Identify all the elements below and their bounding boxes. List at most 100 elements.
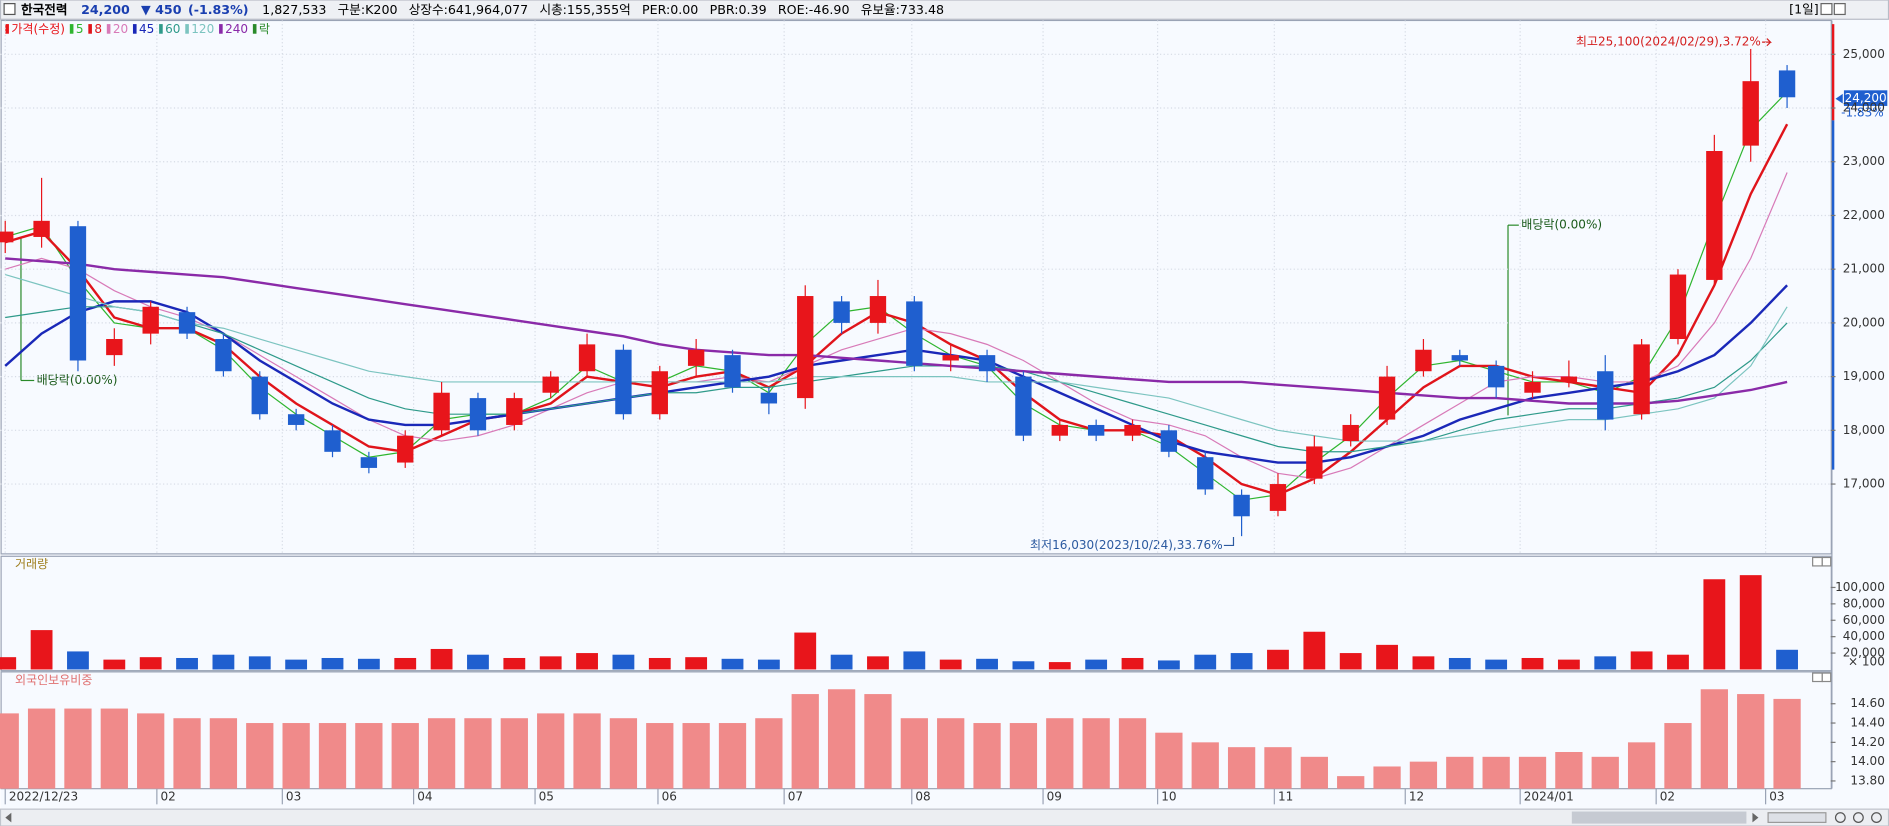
foreign-ownership-bar [282,723,310,789]
foreign-ownership-bar [1664,723,1692,789]
candle-body [906,301,923,366]
x-tick-label: 03 [286,790,301,804]
low-annotation: 최저16,030(2023/10/24),33.76% [1030,538,1223,552]
candle-body [1633,344,1650,415]
panel-minimize[interactable] [1812,672,1823,683]
foreign-ownership-bar [1118,718,1147,789]
dividend-annotation: 배당락(0.00%) [37,373,118,387]
window-close[interactable] [1833,3,1846,16]
legend-swatch [106,24,111,34]
legend-swatch [5,24,9,34]
y-tick-label: 17,000 [1843,477,1885,491]
panel-title: 외국인보유비중 [15,673,92,687]
y-tick-label: 60,000 [1843,613,1885,627]
candle-body [1597,371,1614,420]
x-tick-label: 10 [1161,790,1176,804]
window-minimize[interactable] [1820,3,1833,16]
volume-bar [830,654,853,670]
volume-bar [357,658,380,670]
volume-bar [1194,654,1217,670]
x-tick-label: 07 [788,790,803,804]
volume-bar [1739,575,1762,670]
scroll-left[interactable] [5,812,12,823]
foreign-ownership-bar [355,723,383,789]
x-tick-label: 2024/01 [1524,790,1574,804]
candle-body [797,296,814,399]
volume-bar [248,656,271,670]
moving-average-line [4,284,1788,464]
panel-minimize[interactable] [1812,556,1823,567]
dividend-annotation: 배당락(0.00%) [1521,218,1602,232]
candle-body [69,226,87,361]
candle-body [469,398,487,431]
y-tick-label: 14.20 [1850,735,1884,749]
foreign-ownership-bar [464,718,492,789]
foreign-ownership-bar [1082,718,1110,789]
legend-swatch [88,24,92,34]
candle-body [1378,376,1396,420]
foreign-ownership-bar [1300,756,1328,789]
foreign-ownership-bar [137,713,165,789]
zoom-slider[interactable] [1767,812,1827,823]
shares-info: 상장수:641,964,077 [409,2,528,17]
legend-label: 120 [191,22,214,36]
stock-price: 24,200 [81,2,130,17]
price-tag-pct: -1.83% [1841,106,1884,120]
volume-bar [1267,649,1289,670]
candle-body [1015,376,1032,436]
scroll-thumb[interactable] [1571,811,1747,824]
foreign-ownership-bar [1518,756,1547,789]
candle-body [1124,424,1141,436]
volume-bar [321,657,344,670]
candle-body [942,355,959,361]
candle-body [1087,424,1105,436]
moving-average-line [5,306,1788,453]
header-checkbox[interactable] [3,3,16,16]
foreign-ownership-bar [391,723,419,789]
volume-bar [539,656,562,670]
volume-bar [285,659,308,670]
panel-close[interactable] [1821,672,1832,683]
candle-body [251,376,268,415]
panel-close[interactable] [1821,556,1832,567]
candle-body [542,376,559,393]
candle-body [1706,151,1723,280]
foreign-ownership-bar [173,718,201,789]
volume-bar [867,656,889,670]
legend-label: 240 [225,22,248,36]
zoom-out[interactable] [1834,812,1846,823]
volume-bar [1121,657,1144,670]
high-arrow [1762,38,1772,47]
x-tick-label: 09 [1047,790,1062,804]
candle-body [0,231,14,243]
y-tick-label: 22,000 [1843,208,1885,222]
foreign-ownership-bar [1046,718,1074,789]
zoom-reset[interactable] [1871,812,1882,823]
price-tag-label: 24,200 [1845,91,1887,105]
volume-bar [67,651,89,670]
price-change-pct: (-1.83%) [188,2,249,17]
volume-bar [139,657,162,670]
volume-bar [394,657,417,670]
y-tick-label: 80,000 [1843,596,1885,610]
legend-label: 60 [165,22,180,36]
volume-bar [1630,651,1653,670]
x-tick-label: 08 [915,790,930,804]
x-tick-label: 03 [1769,790,1784,804]
legend-swatch [132,24,137,34]
volume-bar [903,651,926,670]
foreign-ownership-bar [1191,742,1219,789]
period-button[interactable]: [1일] [1789,2,1819,17]
zoom-in[interactable] [1852,812,1864,823]
foreign-ownership-bar [500,718,528,789]
candle-body [869,296,887,323]
candle-body [1197,457,1214,490]
volume-bar [103,659,126,670]
header-info: 한국전력 24,200 ▼ 450 (-1.83%) 1,827,533 구분:… [21,2,944,17]
scroll-right[interactable] [1752,812,1759,823]
roe-info: ROE:-46.90 [778,2,850,17]
candle-body [760,392,778,404]
stock-name: 한국전력 [21,2,67,17]
foreign-ownership-bar [537,713,565,789]
foreign-ownership-bar [1446,756,1474,789]
